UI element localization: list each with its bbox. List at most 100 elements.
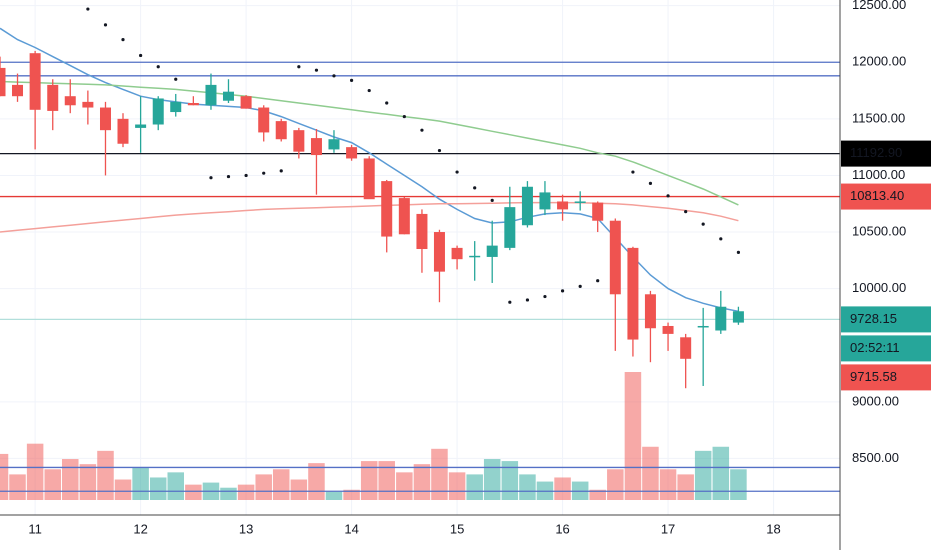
candle-body xyxy=(521,186,533,226)
candle-body xyxy=(662,325,674,334)
sar-dot xyxy=(279,169,283,173)
sar-dot xyxy=(367,88,371,93)
candle-body xyxy=(732,311,744,323)
candle-body xyxy=(205,84,217,106)
volume-bar xyxy=(448,472,466,500)
volume-bar xyxy=(607,469,624,500)
volume-bar xyxy=(466,474,483,500)
price-tag-label: 11192.90 xyxy=(850,145,902,160)
price-tag xyxy=(841,335,931,362)
volume-bar xyxy=(642,446,659,500)
volume-bar xyxy=(694,450,712,500)
volume-bar xyxy=(44,469,61,500)
sar-dot xyxy=(297,65,301,69)
y-tick-label: 10500.00 xyxy=(852,223,906,238)
volume-bar xyxy=(396,472,413,500)
y-tick-label: 12000.00 xyxy=(852,54,906,69)
x-tick-label: 13 xyxy=(239,521,253,536)
sar-dot xyxy=(473,186,477,190)
candle-body xyxy=(697,325,709,328)
candle-body xyxy=(293,130,305,152)
volume-bar xyxy=(413,464,431,500)
volume-bar xyxy=(730,469,747,500)
volume-bar xyxy=(712,446,730,500)
candle-body xyxy=(504,207,516,248)
x-tick-label: 17 xyxy=(661,521,675,536)
candle-body xyxy=(627,247,639,340)
candle-body xyxy=(99,107,111,131)
sar-dot xyxy=(226,174,231,179)
volume-bar xyxy=(149,477,167,500)
volume-bar xyxy=(308,463,325,500)
candle-body xyxy=(170,101,182,113)
candle-body xyxy=(644,294,656,329)
sar-dot xyxy=(719,237,723,241)
sar-dot xyxy=(684,210,688,214)
candle-body xyxy=(240,96,252,109)
volume-bar xyxy=(61,459,79,500)
sar-dot xyxy=(121,38,125,42)
price-tag xyxy=(841,140,931,167)
candle-body xyxy=(592,202,604,221)
candle-body xyxy=(117,118,129,144)
candle-body xyxy=(363,158,375,200)
sar-dot xyxy=(262,171,266,175)
sar-dot xyxy=(156,65,160,69)
x-tick-label: 15 xyxy=(450,521,464,536)
volume-bar xyxy=(677,474,694,500)
candle-body xyxy=(82,101,94,108)
candle-body xyxy=(0,67,6,97)
sar-dot xyxy=(543,294,547,299)
sar-dot xyxy=(139,53,143,58)
x-tick-label: 11 xyxy=(28,521,42,536)
sar-dot xyxy=(385,101,389,105)
candle-body xyxy=(574,201,586,203)
volume-bar xyxy=(167,472,184,500)
sar-dot xyxy=(525,298,530,302)
sar-dot xyxy=(508,300,512,304)
sar-dot xyxy=(437,148,442,153)
volume-bar xyxy=(519,474,536,500)
candle-body xyxy=(328,139,340,150)
sar-dot xyxy=(455,170,459,174)
sar-dot xyxy=(244,173,248,178)
x-tick-label: 18 xyxy=(766,521,780,536)
candle-body xyxy=(222,91,234,101)
price-axis-bg xyxy=(840,0,932,550)
volume-bar xyxy=(237,484,255,500)
volume-bar xyxy=(325,491,343,500)
candle-body xyxy=(715,306,727,331)
candle-body xyxy=(433,232,445,272)
candle-body xyxy=(152,98,164,125)
volume-bar xyxy=(185,484,202,500)
candle-body xyxy=(539,192,551,210)
volume-bar xyxy=(624,372,642,500)
price-tag xyxy=(841,183,931,210)
sar-dot xyxy=(332,74,336,78)
candle-body xyxy=(135,124,147,128)
volume-bar xyxy=(26,443,44,500)
moving-average xyxy=(0,80,739,206)
volume-bar xyxy=(220,487,237,500)
sar-dot xyxy=(666,194,670,198)
volume-bar xyxy=(0,453,9,500)
sar-dot xyxy=(349,78,354,82)
candle-body xyxy=(12,84,24,97)
price-tag-label: 9728.15 xyxy=(850,311,897,326)
sar-dot xyxy=(701,222,705,226)
candle-body xyxy=(557,201,569,210)
volume-bar xyxy=(501,461,519,500)
volume-bar xyxy=(97,450,114,500)
volume-bar xyxy=(554,477,571,500)
volume-bar xyxy=(132,467,149,500)
y-tick-label: 12500.00 xyxy=(852,0,906,12)
moving-average xyxy=(0,201,739,233)
candle-body xyxy=(469,255,481,258)
candle-body xyxy=(275,121,287,140)
candle-body xyxy=(310,138,322,156)
volume-bar xyxy=(255,474,272,500)
y-tick-label: 11000.00 xyxy=(852,167,905,182)
x-tick-label: 12 xyxy=(133,521,147,536)
